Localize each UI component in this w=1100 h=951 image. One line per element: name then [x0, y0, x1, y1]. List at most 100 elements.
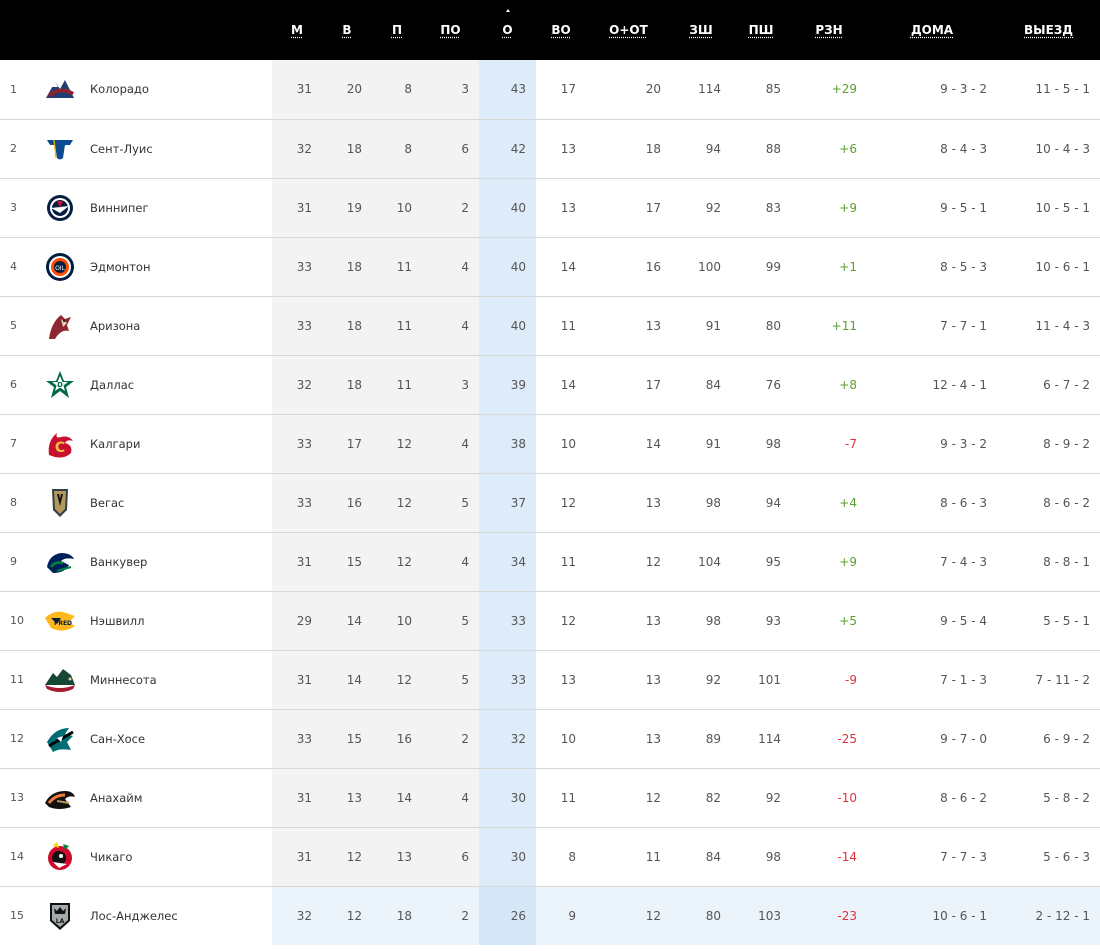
- team-name-link[interactable]: Анахайм: [90, 790, 143, 805]
- table-row[interactable]: 4 OIL Эдмонтон 33 18 11 4 40 14 16 100 99 +1 8 - 5 - …: [0, 237, 1100, 297]
- column-header-otl[interactable]: ПО: [422, 0, 479, 60]
- team-cell[interactable]: PRED Нэшвилл: [40, 591, 272, 651]
- cell-otl: 5: [422, 473, 479, 533]
- cell-ga: 85: [731, 60, 791, 120]
- column-header-label: В: [342, 23, 352, 37]
- team-cell[interactable]: OIL Эдмонтон: [40, 237, 272, 297]
- team-cell[interactable]: Сан-Хосе: [40, 709, 272, 769]
- column-header-pts[interactable]: О: [479, 0, 536, 60]
- column-header-label: ПШ: [748, 23, 774, 37]
- team-cell[interactable]: C Калгари: [40, 414, 272, 474]
- vancouver-canucks-logo: [43, 545, 77, 579]
- cell-gf: 100: [671, 237, 731, 297]
- column-header-label: ПО: [440, 23, 461, 37]
- cell-diff: +9: [791, 532, 867, 592]
- column-header-diff[interactable]: РЗН: [791, 0, 867, 60]
- cell-rw: 12: [536, 473, 586, 533]
- team-cell[interactable]: Миннесота: [40, 650, 272, 710]
- cell-gp: 33: [272, 473, 322, 533]
- cell-w: 17: [322, 414, 372, 474]
- cell-away: 8 - 6 - 2: [997, 473, 1100, 533]
- cell-row: 17: [586, 178, 671, 238]
- team-name-link[interactable]: Сан-Хосе: [90, 731, 146, 746]
- cell-row: 12: [586, 532, 671, 592]
- team-cell[interactable]: Ванкувер: [40, 532, 272, 592]
- cell-row: 13: [586, 296, 671, 356]
- cell-rw: 13: [536, 650, 586, 710]
- cell-gp: 33: [272, 414, 322, 474]
- team-cell[interactable]: Чикаго: [40, 827, 272, 887]
- cell-pts: 42: [479, 119, 536, 179]
- cell-w: 14: [322, 650, 372, 710]
- team-name-link[interactable]: Миннесота: [90, 672, 157, 687]
- column-header-gf[interactable]: ЗШ: [671, 0, 731, 60]
- cell-ga: 76: [731, 355, 791, 415]
- column-header-gp[interactable]: М: [272, 0, 322, 60]
- column-header-w[interactable]: В: [322, 0, 372, 60]
- cell-row: 13: [586, 591, 671, 651]
- table-row[interactable]: 12 Сан-Хосе 33 15 16 2 32 10 13 89 114 -25 9 - 7 - 0…: [0, 709, 1100, 769]
- cell-diff: +11: [791, 296, 867, 356]
- team-name-link[interactable]: Виннипег: [90, 200, 149, 215]
- column-header-row[interactable]: О+ОТ: [586, 0, 671, 60]
- column-header-away[interactable]: ВЫЕЗД: [997, 0, 1100, 60]
- cell-ga: 93: [731, 591, 791, 651]
- cell-gf: 94: [671, 119, 731, 179]
- team-name-link[interactable]: Сент-Луис: [90, 141, 153, 156]
- column-header-ga[interactable]: ПШ: [731, 0, 791, 60]
- team-cell[interactable]: Сент-Луис: [40, 119, 272, 179]
- cell-home: 7 - 1 - 3: [867, 650, 997, 710]
- cell-home: 8 - 6 - 2: [867, 768, 997, 828]
- team-name-link[interactable]: Даллас: [90, 377, 135, 392]
- cell-rw: 14: [536, 355, 586, 415]
- team-name-link[interactable]: Чикаго: [90, 849, 133, 864]
- table-row[interactable]: 10 PRED Нэшвилл 29 14 10 5 33 12 13 98 93 +5 9 - 5 - …: [0, 591, 1100, 651]
- cell-otl: 4: [422, 237, 479, 297]
- cell-ga: 114: [731, 709, 791, 769]
- team-cell[interactable]: Виннипег: [40, 178, 272, 238]
- table-row[interactable]: 3 Виннипег 31 19 10 2 40 13 17 92 83 +9 9 - 5 - 1 10 …: [0, 178, 1100, 238]
- column-header-l[interactable]: П: [372, 0, 422, 60]
- team-cell[interactable]: Аризона: [40, 296, 272, 356]
- svg-text:PRED: PRED: [54, 620, 72, 627]
- los-angeles-kings-logo: LA: [43, 899, 77, 933]
- team-name-link[interactable]: Нэшвилл: [90, 613, 145, 628]
- cell-gp: 33: [272, 296, 322, 356]
- team-name-link[interactable]: Лос-Анджелес: [90, 908, 178, 923]
- team-name-link[interactable]: Калгари: [90, 436, 141, 451]
- team-name-link[interactable]: Вегас: [90, 495, 125, 510]
- table-row[interactable]: 5 Аризона 33 18 11 4 40 11 13 91 80 +11 7 - 7 - 1 11 …: [0, 296, 1100, 356]
- cell-away: 6 - 7 - 2: [997, 355, 1100, 415]
- table-row[interactable]: 15 LA Лос-Анджелес 32 12 18 2 26 9 12 80 103 -23 10 -…: [0, 886, 1100, 945]
- cell-otl: 5: [422, 650, 479, 710]
- table-row[interactable]: 2 Сент-Луис 32 18 8 6 42 13 18 94 88 +6 8 - 4 - 3 10 …: [0, 119, 1100, 179]
- team-name-link[interactable]: Аризона: [90, 318, 141, 333]
- cell-rw: 11: [536, 532, 586, 592]
- cell-rw: 10: [536, 709, 586, 769]
- cell-away: 8 - 8 - 1: [997, 532, 1100, 592]
- cell-diff: -14: [791, 827, 867, 887]
- team-cell[interactable]: Колорадо: [40, 60, 272, 120]
- team-cell[interactable]: LA Лос-Анджелес: [40, 886, 272, 945]
- team-cell[interactable]: Анахайм: [40, 768, 272, 828]
- team-name-link[interactable]: Эдмонтон: [90, 259, 151, 274]
- edmonton-oilers-logo: OIL: [43, 250, 77, 284]
- team-name-link[interactable]: Колорадо: [90, 82, 149, 97]
- table-row[interactable]: 1 Колорадо 31 20 8 3 43 17 20 114 85 +29 9 - 3 - 2 11…: [0, 60, 1100, 120]
- team-cell[interactable]: D Даллас: [40, 355, 272, 415]
- column-header-home[interactable]: ДОМА: [867, 0, 997, 60]
- team-name-link[interactable]: Ванкувер: [90, 554, 148, 569]
- column-header-rw[interactable]: ВО: [536, 0, 586, 60]
- cell-otl: 4: [422, 532, 479, 592]
- team-cell[interactable]: Вегас: [40, 473, 272, 533]
- table-row[interactable]: 11 Миннесота 31 14 12 5 33 13 13 92 101 -9 7 - 1 - 3…: [0, 650, 1100, 710]
- dallas-stars-logo: D: [43, 368, 77, 402]
- cell-l: 16: [372, 709, 422, 769]
